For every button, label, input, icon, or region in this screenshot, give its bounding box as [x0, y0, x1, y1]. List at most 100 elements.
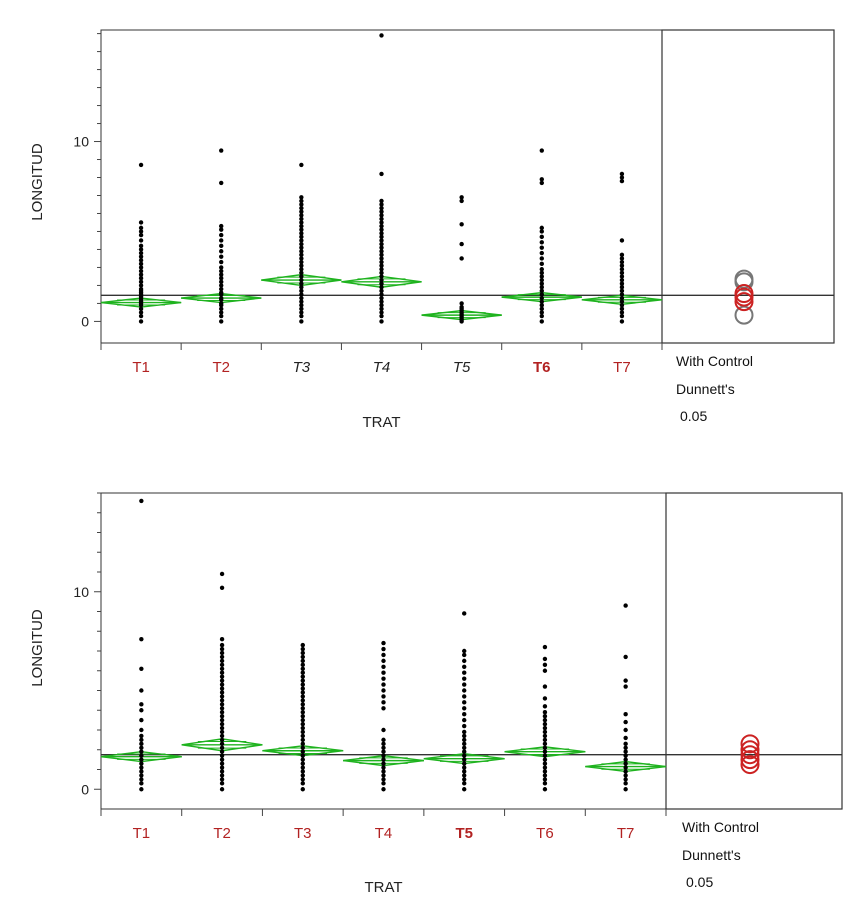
data-point	[139, 761, 144, 766]
data-point	[462, 700, 467, 705]
data-point	[539, 245, 544, 250]
data-point	[542, 662, 548, 668]
data-point	[300, 741, 305, 747]
data-point	[219, 259, 224, 265]
data-point	[219, 717, 225, 723]
data-point	[219, 658, 225, 664]
data-point	[300, 753, 305, 758]
data-point	[139, 769, 144, 774]
data-point	[300, 682, 305, 687]
data-point	[379, 259, 384, 265]
data-point	[219, 243, 224, 249]
data-point	[542, 753, 548, 758]
data-point	[619, 285, 625, 290]
x-axis-title: TRAT	[362, 414, 400, 431]
data-point	[539, 285, 544, 290]
data-point	[138, 232, 144, 238]
data-point	[381, 706, 386, 711]
data-point	[539, 229, 544, 234]
data-point	[139, 702, 144, 707]
data-point	[539, 288, 544, 294]
data-point	[219, 180, 224, 186]
data-point	[379, 285, 384, 290]
data-point	[139, 733, 144, 739]
data-point	[623, 749, 628, 754]
data-point	[300, 781, 305, 786]
data-point	[623, 745, 628, 750]
data-point	[542, 741, 548, 747]
data-point	[462, 658, 467, 664]
data-point	[381, 753, 386, 758]
data-point	[379, 299, 384, 304]
data-point	[379, 202, 384, 207]
data-point	[462, 717, 467, 723]
category-t3	[261, 162, 342, 324]
data-point	[299, 270, 304, 276]
data-point	[542, 710, 548, 715]
data-point	[219, 670, 225, 675]
data-point	[619, 303, 625, 308]
data-point	[542, 729, 548, 735]
data-point	[539, 148, 544, 153]
data-point	[138, 258, 144, 263]
data-point	[542, 737, 548, 743]
data-point	[299, 234, 304, 240]
data-point	[299, 313, 304, 319]
data-point	[299, 162, 304, 168]
data-point	[381, 688, 386, 693]
comparison-label: 0.05	[686, 874, 713, 890]
comparison-circle-red	[734, 292, 754, 312]
data-point	[542, 656, 548, 662]
data-point	[300, 737, 305, 743]
data-point	[299, 288, 304, 294]
data-point	[542, 781, 548, 786]
data-point	[381, 773, 386, 778]
data-point	[619, 267, 625, 272]
data-point	[623, 727, 628, 733]
data-point	[219, 749, 225, 754]
data-point	[379, 252, 384, 258]
data-point	[379, 306, 384, 312]
data-point	[381, 765, 386, 770]
data-point	[379, 216, 384, 222]
data-point	[299, 295, 304, 301]
data-point	[219, 725, 225, 731]
data-point	[300, 765, 305, 770]
data-point	[619, 295, 625, 301]
data-point	[379, 209, 384, 214]
data-point	[219, 690, 225, 695]
data-point	[623, 741, 628, 747]
data-point	[381, 694, 386, 699]
data-point	[219, 650, 225, 656]
data-point	[219, 686, 225, 691]
data-point	[219, 702, 225, 707]
data-point	[299, 277, 304, 283]
data-point	[139, 688, 144, 693]
data-point	[381, 769, 386, 774]
comparison-label: 0.05	[680, 408, 707, 424]
data-point	[300, 662, 305, 668]
data-point	[379, 227, 384, 232]
data-point	[139, 717, 144, 723]
data-point	[300, 698, 305, 703]
data-point	[623, 719, 628, 725]
data-point	[219, 706, 225, 711]
data-point	[139, 777, 144, 782]
data-point	[300, 713, 305, 719]
data-point	[462, 781, 467, 786]
data-point	[381, 757, 386, 762]
data-point	[381, 737, 386, 743]
data-point	[462, 733, 467, 739]
data-point	[381, 777, 386, 782]
data-point	[300, 646, 305, 652]
data-point	[138, 313, 144, 319]
data-point	[539, 270, 544, 276]
data-point	[138, 286, 144, 292]
data-point	[219, 674, 225, 679]
data-point	[138, 229, 144, 234]
data-point	[219, 254, 224, 259]
data-point	[219, 761, 225, 766]
data-point	[219, 319, 224, 324]
data-point	[381, 664, 386, 669]
data-point	[381, 761, 386, 766]
